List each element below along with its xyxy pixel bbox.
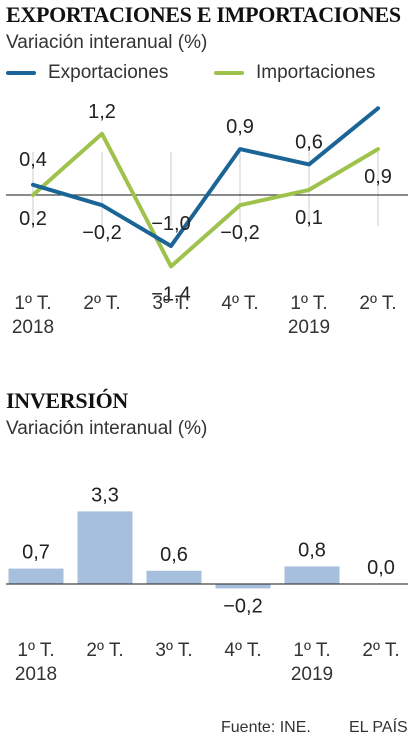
- line-chart: 0,2−0,2−1,00,90,61,70,41,2−1,4−0,20,10,9…: [6, 101, 408, 338]
- data-label: −0,2: [220, 222, 259, 244]
- bar-chart: 0,7 3,3 0,6 −0,2 0,8 0,0 1º T. 2º T. 3º T. 4º T. 1…: [6, 484, 408, 685]
- series-line-exports: [31, 106, 380, 248]
- x-tick-label: 3º T.: [152, 293, 189, 314]
- bar: [77, 511, 133, 584]
- data-label: 0,0: [367, 557, 395, 579]
- x-year-label: 2018: [15, 664, 57, 685]
- bar: [8, 568, 64, 584]
- data-label: 3,3: [91, 484, 119, 506]
- bar: [215, 584, 271, 589]
- x-tick-label: 2º T.: [83, 293, 120, 314]
- bar-chart-subtitle: Variación interanual (%): [6, 418, 208, 439]
- x-tick-label: 2º T.: [362, 640, 399, 661]
- legend-item-exports: Exportaciones: [6, 62, 168, 84]
- data-label: 0,9: [364, 166, 392, 188]
- data-label: 0,2: [19, 208, 47, 230]
- x-tick-label: 1º T.: [290, 293, 327, 314]
- legend-item-imports: Importaciones: [214, 62, 375, 84]
- data-label: 0,1: [295, 207, 323, 229]
- line-chart-legend: Exportaciones Importaciones: [6, 62, 406, 86]
- data-label: 0,6: [295, 131, 323, 153]
- publisher-brand: EL PAÍS: [349, 719, 408, 736]
- x-tick-label: 4º T.: [221, 293, 258, 314]
- x-year-label: 2019: [288, 317, 330, 338]
- bar-chart-title: INVERSIÓN: [6, 388, 128, 413]
- x-tick-label: 4º T.: [224, 640, 261, 661]
- data-label: 0,8: [298, 539, 326, 561]
- x-tick-label: 1º T.: [17, 640, 54, 661]
- data-label: −0,2: [223, 595, 262, 617]
- series-line-imports: [31, 131, 380, 269]
- legend-label-exports: Exportaciones: [48, 62, 169, 83]
- line-chart-title: EXPORTACIONES E IMPORTACIONES: [6, 2, 401, 27]
- x-tick-label: 2º T.: [86, 640, 123, 661]
- x-year-label: 2019: [291, 664, 333, 685]
- data-label: 0,9: [226, 116, 254, 138]
- data-label: 0,6: [160, 544, 188, 566]
- source-note: Fuente: INE.: [221, 719, 311, 736]
- x-tick-label: 1º T.: [293, 640, 330, 661]
- data-label: −1,0: [151, 213, 190, 235]
- legend-swatch-imports: [214, 71, 244, 75]
- legend-label-imports: Importaciones: [256, 62, 376, 83]
- x-tick-label: 3º T.: [155, 640, 192, 661]
- line-chart-subtitle: Variación interanual (%): [6, 32, 208, 53]
- data-label: −1,4: [151, 283, 190, 305]
- data-label: −0,2: [82, 222, 121, 244]
- bar: [284, 566, 340, 584]
- data-label: 0,4: [19, 149, 47, 171]
- legend-swatch-exports: [6, 71, 36, 75]
- x-tick-label: 1º T.: [14, 293, 51, 314]
- data-label: 0,7: [22, 542, 50, 564]
- data-label: 1,2: [88, 101, 116, 123]
- bar: [146, 570, 202, 584]
- x-tick-label: 2º T.: [359, 293, 396, 314]
- x-year-label: 2018: [12, 317, 54, 338]
